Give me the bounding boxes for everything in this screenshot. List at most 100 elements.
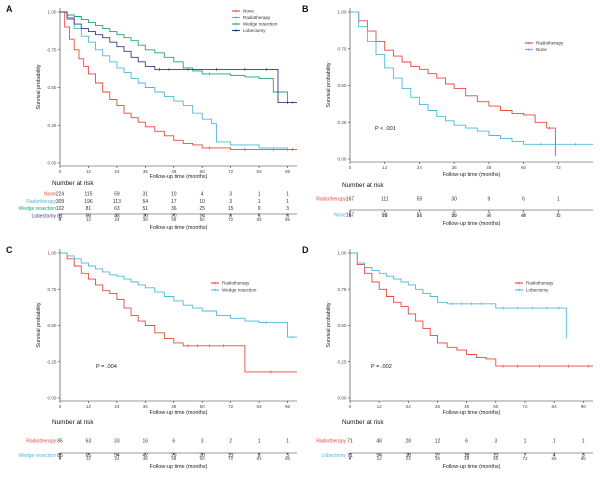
panel-b: B0.000.250.500.751.000 12 24 36 48 60 72Surviv… (302, 4, 593, 227)
risk-count: 1 (553, 439, 556, 445)
risk-count: 2 (229, 439, 232, 445)
risk-x-tick-label: 60 (521, 213, 527, 218)
panel-label: A (6, 4, 13, 14)
legend-label: None (243, 9, 254, 14)
risk-count: 27 (435, 453, 441, 459)
x-tick-label: 84 (552, 404, 558, 409)
risk-x-tick-label: 24 (406, 456, 412, 461)
x-tick-label: 84 (257, 169, 263, 174)
x-tick-label: 36 (435, 404, 441, 409)
risk-count: 102 (56, 206, 65, 212)
risk-x-tick-label: 12 (382, 213, 388, 218)
x-tick-label: 60 (521, 165, 527, 170)
risk-count: 33 (114, 439, 120, 445)
curve-wedge-resection (60, 252, 297, 338)
risk-count: 42 (143, 453, 149, 459)
y-tick-label: 0.00 (48, 161, 57, 166)
risk-count: 85 (57, 439, 63, 445)
y-tick-label: 0.50 (48, 85, 57, 90)
risk-count: 30 (143, 214, 149, 220)
risk-count: 0 (582, 453, 585, 459)
risk-count: 9 (258, 206, 261, 212)
risk-count: 224 (56, 192, 65, 198)
p-value: P = .002 (371, 364, 392, 370)
risk-count: 1 (286, 192, 289, 198)
risk-x-tick-label: 84 (257, 456, 263, 461)
risk-count: 51 (417, 213, 423, 219)
x-tick-label: 96 (285, 169, 291, 174)
risk-count: 1 (258, 192, 261, 198)
x-tick-label: 12 (377, 404, 383, 409)
risk-x-tick-label: 12 (377, 456, 383, 461)
x-tick-label: 72 (228, 404, 234, 409)
risk-count: 54 (376, 453, 382, 459)
x-tick-label: 36 (452, 165, 458, 170)
risk-count: 38 (406, 453, 412, 459)
y-tick-label: 0.00 (338, 157, 347, 162)
risk-count: 3 (286, 453, 289, 459)
curve-radiotherapy (350, 252, 593, 367)
risk-x-tick-label: 48 (171, 456, 177, 461)
risk-count: 14 (199, 214, 205, 220)
risk-row-label: Wedge resection (19, 206, 57, 212)
risk-count: 30 (451, 197, 457, 203)
curve-radiotherapy (60, 11, 288, 151)
risk-count: 3 (201, 439, 204, 445)
risk-table-title: Number at risk (52, 180, 94, 187)
y-tick-label: 0.00 (48, 396, 57, 401)
risk-count: 20 (199, 453, 205, 459)
x-tick-label: 0 (59, 169, 62, 174)
risk-count: 54 (143, 199, 149, 205)
risk-count: 1 (258, 199, 261, 205)
y-tick-label: 0.25 (338, 359, 347, 364)
risk-row-label: Lobectomy (322, 453, 347, 459)
risk-count: 309 (56, 199, 65, 205)
y-tick-label: 1.00 (338, 10, 347, 15)
risk-x-tick-label: 72 (522, 456, 528, 461)
panel-label: B (302, 4, 309, 14)
risk-count: 1 (557, 197, 560, 203)
risk-count: 71 (347, 439, 353, 445)
x-tick-label: 0 (349, 404, 352, 409)
y-tick-label: 0.75 (48, 287, 57, 292)
x-tick-label: 48 (464, 404, 470, 409)
y-tick-label: 0.75 (48, 47, 57, 52)
legend-label: Radiotherapy (222, 281, 250, 286)
x-tick-label: 72 (522, 404, 528, 409)
x-tick-label: 60 (200, 169, 206, 174)
x-axis-title: Follow-up time (months) (443, 410, 501, 416)
risk-count: 1 (524, 439, 527, 445)
y-axis-title: Survival probability (326, 302, 332, 348)
risk-count: 81 (86, 206, 92, 212)
x-tick-label: 72 (228, 169, 234, 174)
risk-count: 48 (376, 439, 382, 445)
panel-c: C0.000.250.500.751.000 12 24 36 48 60 72 84 96Su… (6, 245, 297, 470)
risk-x-tick-label: 60 (200, 217, 206, 222)
curve-lobectomy (350, 252, 567, 339)
risk-x-tick-label: 48 (464, 456, 470, 461)
risk-row-label: None (334, 213, 346, 219)
risk-x-tick-label: 36 (143, 217, 149, 222)
y-tick-label: 0.75 (338, 287, 347, 292)
x-tick-label: 48 (171, 404, 177, 409)
risk-row-label: Radiotherapy (26, 199, 56, 205)
x-tick-label: 72 (556, 165, 562, 170)
x-tick-label: 24 (114, 169, 120, 174)
y-tick-label: 1.00 (48, 251, 57, 256)
x-tick-label: 48 (171, 169, 177, 174)
x-tick-label: 24 (114, 404, 120, 409)
risk-count: 17 (171, 199, 177, 205)
risk-x-axis-title: Follow-up time (months) (443, 221, 501, 227)
risk-count: 18 (464, 453, 470, 459)
risk-count: 3 (229, 192, 232, 198)
risk-x-tick-label: 0 (349, 213, 352, 218)
panel-d: D0.000.250.500.751.000 12 24 36 48 60 72 84 96Su… (302, 245, 593, 470)
x-tick-label: 60 (493, 404, 499, 409)
y-tick-label: 0.75 (338, 46, 347, 51)
curve-none (350, 11, 593, 145)
risk-count: 98 (382, 213, 388, 219)
risk-x-tick-label: 60 (493, 456, 499, 461)
risk-count: 54 (114, 453, 120, 459)
risk-count: 3 (494, 439, 497, 445)
x-tick-label: 60 (200, 404, 206, 409)
